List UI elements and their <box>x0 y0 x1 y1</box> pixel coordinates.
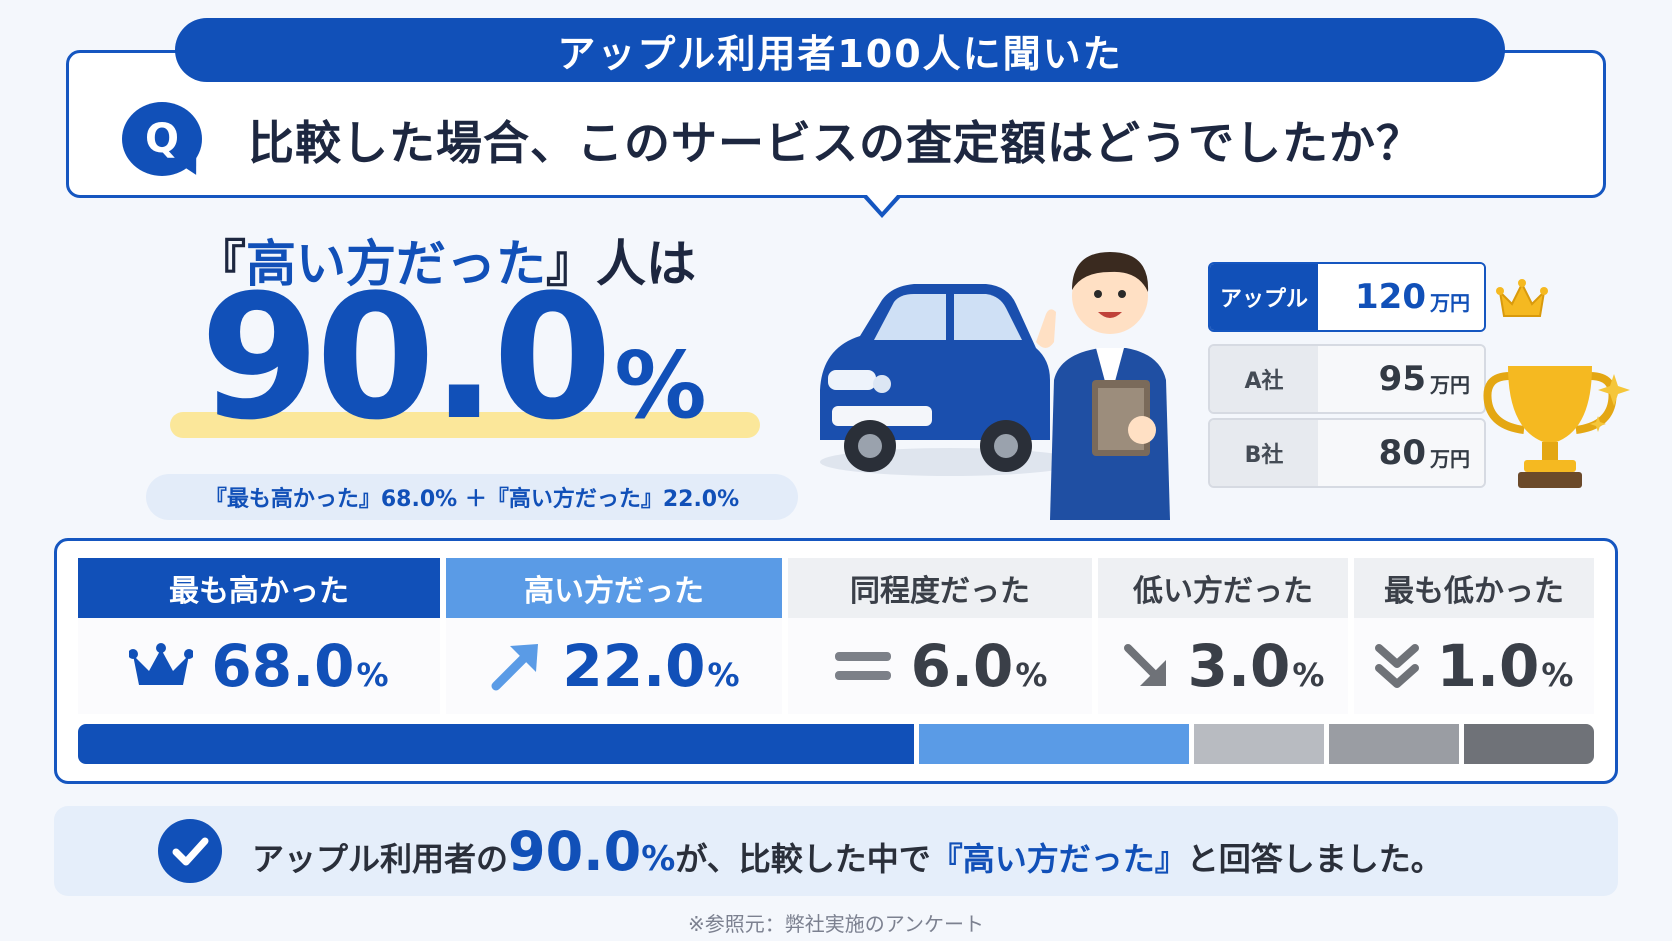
share-bar-segment <box>918 724 1189 764</box>
double-chevron-down-icon <box>1374 644 1419 688</box>
result-value: 3.0% <box>1188 632 1325 700</box>
result-value-cell: 1.0% <box>1354 618 1594 714</box>
price-row-amount: 95 万円 <box>1318 346 1484 412</box>
result-unit: % <box>1541 656 1574 694</box>
question-box-tail-inner <box>866 194 898 212</box>
question-text: 比較した場合、このサービスの査定額はどうでしたか？ <box>248 116 1423 170</box>
result-label: 低い方だった <box>1098 558 1348 618</box>
survey-banner: アップル利用者100人に聞いた <box>175 18 1505 82</box>
price-row-apple: アップル 120 万円 <box>1208 262 1486 332</box>
headline-unit: % <box>614 332 707 439</box>
conclusion-unit: % <box>641 838 676 879</box>
price-row-b: B社 80 万円 <box>1208 418 1486 488</box>
headline-underline-highlight <box>170 412 760 438</box>
conclusion-middle: が、比較した中で <box>675 839 931 878</box>
price-row-unit: 万円 <box>1430 290 1470 315</box>
price-row-amount: 80 万円 <box>1318 420 1484 486</box>
result-value-cell: 22.0% <box>446 618 782 714</box>
price-row-a: A社 95 万円 <box>1208 344 1486 414</box>
conclusion-text: アップル利用者の 90.0 % が、比較した中で 『高い方だった』 と回答しまし… <box>252 820 1443 883</box>
result-number: 1.0 <box>1436 632 1540 700</box>
result-value: 22.0% <box>562 632 739 700</box>
breakdown-pill: 『最も高かった』68.0% ＋『高い方だった』22.0% <box>146 474 798 520</box>
result-column-highest: 最も高かった 68.0% <box>78 558 440 714</box>
conclusion-emphasis: 『高い方だった』 <box>930 839 1187 878</box>
price-row-amount: 120 万円 <box>1318 264 1484 330</box>
car-icon <box>820 284 1080 476</box>
check-circle-icon <box>158 819 222 883</box>
q-badge: Q <box>122 102 202 176</box>
price-row-amount-value: 95 <box>1378 359 1426 399</box>
conclusion-box: アップル利用者の 90.0 % が、比較した中で 『高い方だった』 と回答しまし… <box>54 806 1618 896</box>
headline-label: 『高い方だった』人は <box>196 224 756 293</box>
arrow-up-right-icon <box>491 644 539 691</box>
result-unit: % <box>1292 656 1325 694</box>
result-value: 68.0% <box>211 632 388 700</box>
result-number: 6.0 <box>910 632 1014 700</box>
headline-value: 90.0 <box>200 257 612 458</box>
result-value-cell: 6.0% <box>788 618 1092 714</box>
arrow-down-right-icon <box>1123 644 1166 686</box>
equals-icon <box>834 652 891 680</box>
car-and-appraiser-illustration <box>820 252 1170 520</box>
result-column-lower: 低い方だった 3.0% <box>1098 558 1348 714</box>
result-number: 68.0 <box>211 632 355 700</box>
price-row-amount-value: 80 <box>1378 433 1426 473</box>
price-row-name: アップル <box>1210 264 1318 330</box>
headline-percentage: 90.0% <box>200 272 800 444</box>
result-column-higher: 高い方だった 22.0% <box>446 558 782 714</box>
result-unit: % <box>1015 656 1048 694</box>
share-bar-segment <box>1328 724 1459 764</box>
source-note: ※参照元：弊社実施のアンケート <box>688 912 984 936</box>
share-bar-segment <box>1463 724 1594 764</box>
crown-icon <box>1496 279 1548 317</box>
result-value-cell: 68.0% <box>78 618 440 714</box>
share-stacked-bar <box>78 724 1594 764</box>
result-label: 同程度だった <box>788 558 1092 618</box>
result-number: 3.0 <box>1187 632 1291 700</box>
trophy-icon <box>1483 366 1630 488</box>
result-column-lowest: 最も低かった 1.0% <box>1354 558 1594 714</box>
result-label: 高い方だった <box>446 558 782 618</box>
appraiser-person-icon <box>1036 252 1170 520</box>
conclusion-prefix: アップル利用者の <box>252 839 509 878</box>
headline-label-suffix: 』人は <box>546 235 696 293</box>
price-row-name: A社 <box>1210 346 1318 412</box>
share-bar-segment <box>1193 724 1324 764</box>
result-number: 22.0 <box>562 632 706 700</box>
result-unit: % <box>356 656 389 694</box>
crown-icon <box>129 643 194 685</box>
conclusion-suffix: と回答しました。 <box>1186 839 1443 878</box>
price-row-amount-value: 120 <box>1355 277 1426 317</box>
result-value: 1.0% <box>1437 632 1574 700</box>
result-value-cell: 3.0% <box>1098 618 1348 714</box>
price-row-unit: 万円 <box>1430 372 1470 397</box>
result-label: 最も高かった <box>78 558 440 618</box>
result-label: 最も低かった <box>1354 558 1594 618</box>
conclusion-value: 90.0 <box>508 819 642 883</box>
price-row-name: B社 <box>1210 420 1318 486</box>
share-bar-segment <box>78 724 914 764</box>
price-row-unit: 万円 <box>1430 446 1470 471</box>
headline-label-accent: 高い方だった <box>246 235 546 293</box>
result-column-same: 同程度だった 6.0% <box>788 558 1092 714</box>
headline-label-prefix: 『 <box>196 235 246 293</box>
result-value: 6.0% <box>911 632 1048 700</box>
result-unit: % <box>707 656 740 694</box>
